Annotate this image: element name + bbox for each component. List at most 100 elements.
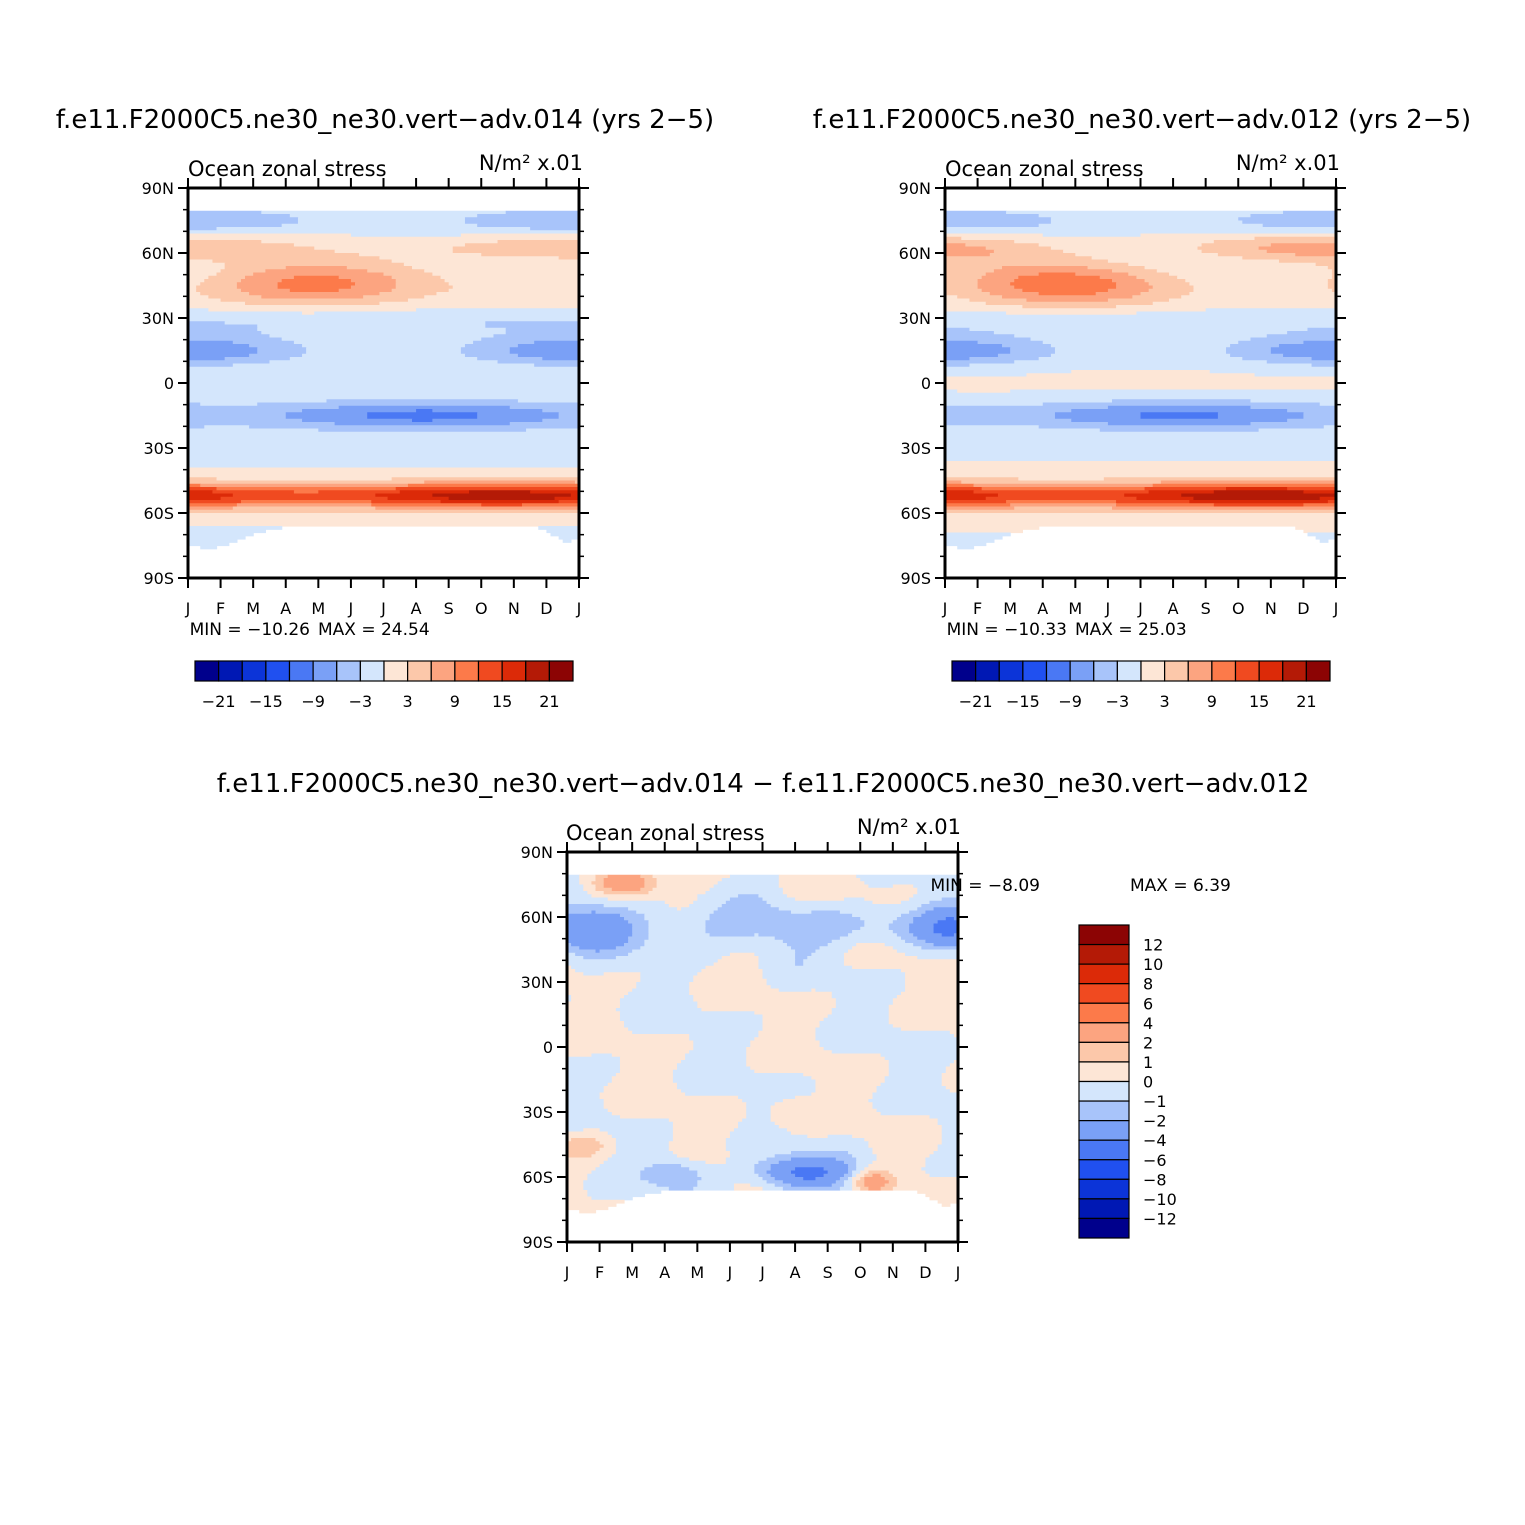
field-cell bbox=[925, 1170, 959, 1175]
field-cell bbox=[909, 926, 935, 931]
field-cell bbox=[285, 412, 368, 417]
field-cell bbox=[856, 1164, 869, 1168]
field-cell bbox=[628, 991, 690, 996]
x-tick-label: F bbox=[595, 1263, 604, 1282]
field-cell bbox=[188, 337, 283, 342]
field-cell bbox=[567, 939, 629, 944]
field-cell bbox=[888, 1004, 959, 1009]
field-cell bbox=[232, 363, 535, 368]
field-cell bbox=[884, 1056, 959, 1061]
y-tick-label: 0 bbox=[921, 374, 931, 393]
field-cell bbox=[888, 1073, 943, 1077]
field-cell bbox=[965, 243, 1040, 248]
colorbar-swatch bbox=[407, 660, 432, 682]
field-cell bbox=[200, 282, 238, 287]
field-cell bbox=[188, 438, 580, 443]
field-cell bbox=[452, 249, 580, 254]
field-cell bbox=[758, 933, 849, 938]
field-cell bbox=[945, 357, 971, 361]
field-cell bbox=[1002, 295, 1133, 300]
field-cell bbox=[517, 353, 580, 358]
colorbar-swatch bbox=[1078, 924, 1130, 946]
field-cell bbox=[770, 1112, 882, 1116]
field-cell bbox=[188, 542, 230, 547]
field-cell bbox=[587, 1173, 641, 1178]
field-cell bbox=[1303, 529, 1337, 534]
field-cell bbox=[803, 962, 845, 967]
field-cell bbox=[265, 269, 368, 274]
field-cell bbox=[567, 1170, 593, 1175]
field-cell bbox=[530, 227, 580, 231]
field-cell bbox=[917, 907, 935, 912]
field-cell bbox=[868, 884, 894, 889]
field-cell bbox=[440, 275, 580, 280]
field-cell bbox=[567, 1196, 593, 1201]
field-cell bbox=[1287, 487, 1337, 491]
field-cell bbox=[892, 1001, 959, 1006]
field-cell bbox=[945, 301, 987, 306]
field-cell bbox=[1185, 279, 1329, 283]
field-cell bbox=[668, 1118, 743, 1123]
field-cell bbox=[505, 331, 580, 335]
field-cell bbox=[208, 308, 417, 313]
field-cell bbox=[416, 308, 580, 313]
colorbar-label: −15 bbox=[249, 692, 283, 711]
field-cell bbox=[448, 496, 556, 501]
field-cell bbox=[188, 331, 262, 335]
field-cell bbox=[807, 956, 845, 960]
field-cell bbox=[803, 959, 845, 964]
field-cell bbox=[811, 1076, 886, 1081]
field-cell bbox=[945, 412, 1056, 417]
field-cell bbox=[839, 936, 902, 941]
field-cell bbox=[318, 428, 527, 433]
field-cell bbox=[603, 881, 645, 886]
field-cell bbox=[293, 340, 474, 345]
field-cell bbox=[567, 1193, 588, 1198]
field-cell bbox=[293, 275, 340, 280]
field-cell bbox=[668, 1141, 727, 1146]
field-cell bbox=[1140, 412, 1219, 417]
field-cell bbox=[961, 480, 1162, 485]
field-cell bbox=[1038, 272, 1076, 277]
field-cell bbox=[1132, 295, 1182, 300]
field-cell bbox=[232, 340, 295, 345]
field-cell bbox=[786, 943, 829, 947]
field-cell bbox=[672, 1121, 739, 1126]
colorbar-swatch bbox=[218, 660, 243, 682]
field-cell bbox=[993, 249, 1064, 254]
field-cell bbox=[905, 972, 959, 977]
colorbar-swatch bbox=[1211, 660, 1237, 682]
field-cell bbox=[1116, 285, 1154, 290]
field-cell bbox=[758, 1030, 817, 1035]
field-cell bbox=[868, 1099, 959, 1103]
field-cell bbox=[567, 972, 584, 977]
field-cell bbox=[827, 943, 857, 947]
field-cell bbox=[1144, 266, 1329, 270]
field-cell bbox=[619, 1115, 747, 1120]
field-cell bbox=[567, 1102, 605, 1107]
colorbar-label: 12 bbox=[1143, 936, 1163, 955]
field-cell bbox=[567, 965, 572, 970]
field-cell bbox=[1193, 285, 1329, 290]
field-cell bbox=[583, 972, 605, 977]
field-cell bbox=[546, 529, 580, 534]
field-cell bbox=[567, 1134, 613, 1139]
panel-1-field bbox=[188, 210, 580, 550]
field-cell bbox=[521, 503, 580, 508]
field-cell bbox=[945, 249, 995, 254]
field-cell bbox=[619, 1063, 678, 1068]
field-cell bbox=[913, 894, 959, 899]
field-cell bbox=[395, 487, 580, 491]
colorbar-swatch bbox=[1078, 1178, 1130, 1200]
field-cell bbox=[1226, 487, 1288, 491]
field-cell bbox=[391, 288, 450, 293]
colorbar-label: −2 bbox=[1143, 1112, 1167, 1131]
field-cell bbox=[746, 1112, 772, 1116]
panel-1-title: f.e11.F2000C5.ne30_ne30.vert−adv.014 (yr… bbox=[56, 105, 714, 135]
field-cell bbox=[628, 920, 650, 925]
field-cell bbox=[815, 1027, 902, 1032]
field-cell bbox=[1254, 236, 1337, 241]
x-tick-label: D bbox=[540, 599, 552, 618]
field-cell bbox=[632, 926, 650, 931]
field-cell bbox=[220, 298, 409, 303]
